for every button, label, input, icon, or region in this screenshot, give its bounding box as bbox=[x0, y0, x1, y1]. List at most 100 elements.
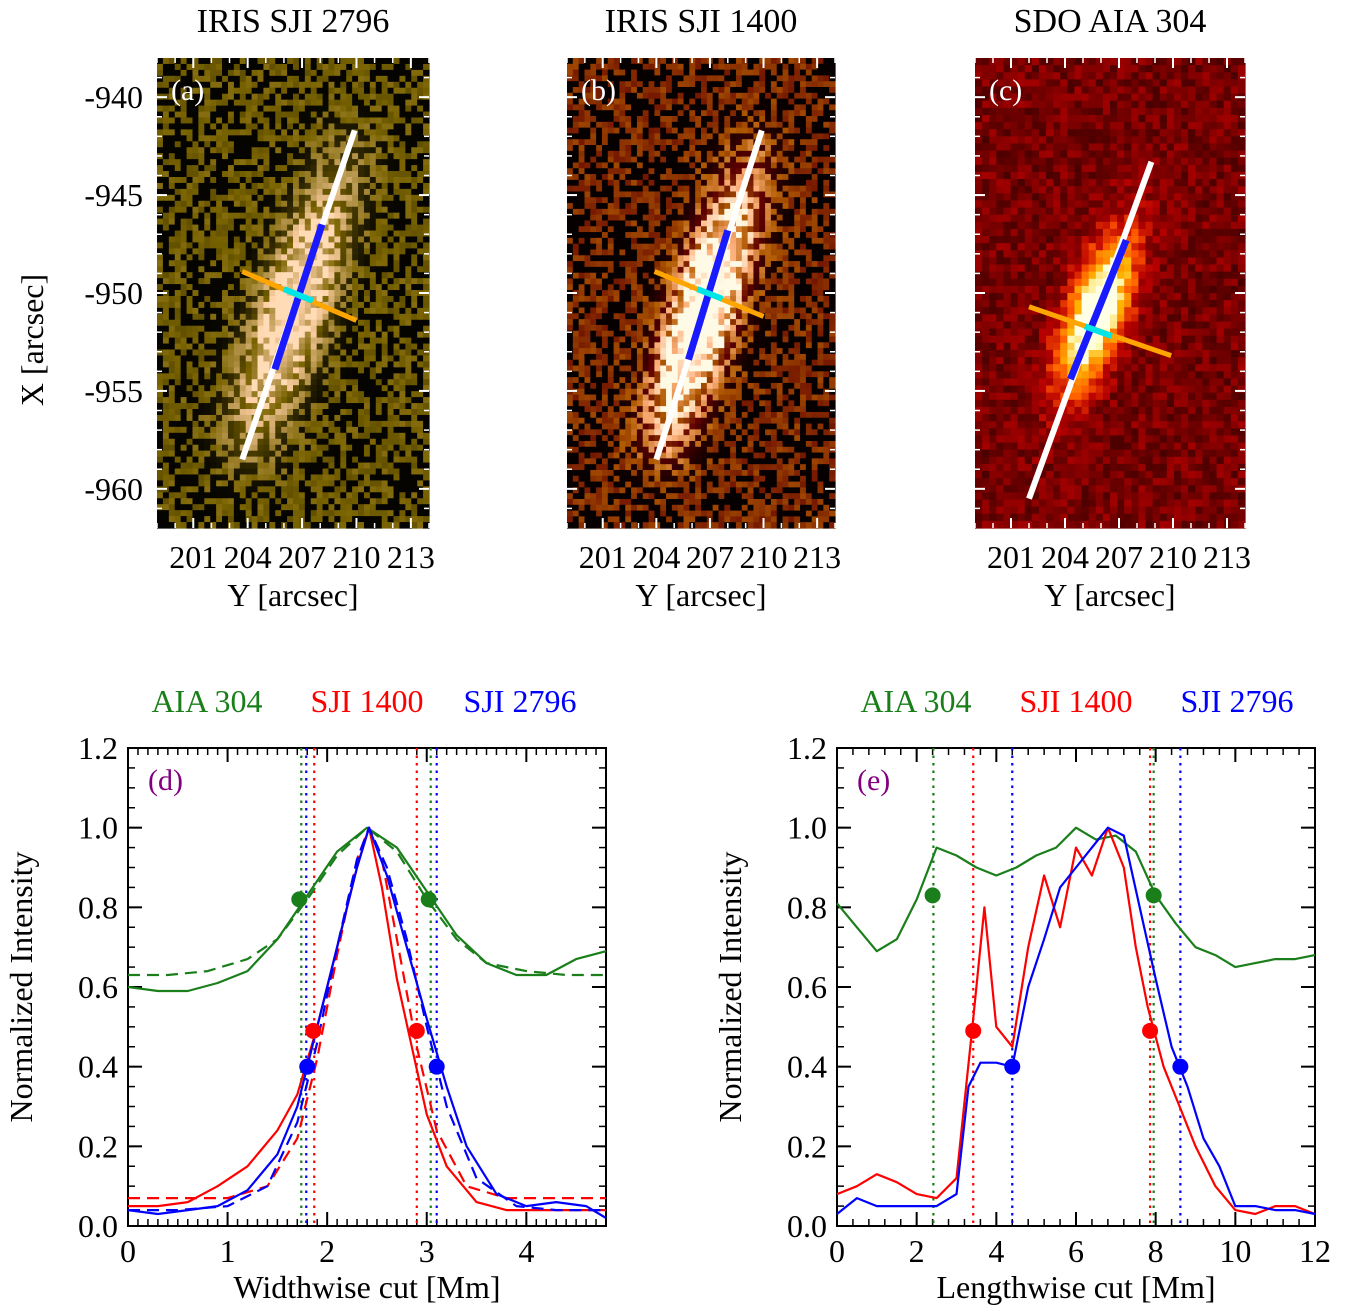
fwhm-lines bbox=[932, 748, 1182, 1226]
y-tick-label: 0.0 bbox=[787, 1208, 827, 1244]
x-axis-label: Y [arcsec] bbox=[227, 577, 358, 613]
series-line-sji-2796 bbox=[127, 826, 607, 1219]
legend-entry: AIA 304 bbox=[151, 683, 262, 719]
y-tick-label: -950 bbox=[84, 275, 143, 311]
series-line-sji-2796-fit bbox=[128, 826, 606, 1212]
x-tick-label: 201 bbox=[987, 539, 1035, 575]
solar-image bbox=[567, 58, 836, 529]
fwhm-marker bbox=[305, 1022, 322, 1039]
fwhm-marker bbox=[1145, 887, 1162, 904]
x-tick-label: 10 bbox=[1219, 1233, 1251, 1269]
x-tick-label: 0 bbox=[120, 1233, 136, 1269]
series-line-sji-2796 bbox=[836, 826, 1316, 1216]
fwhm-marker bbox=[924, 887, 941, 904]
series-line-sji-1400 bbox=[836, 826, 1316, 1216]
panel-title: SDO AIA 304 bbox=[1014, 3, 1207, 40]
y-tick-label: -955 bbox=[84, 373, 143, 409]
fwhm-marker bbox=[1142, 1022, 1159, 1039]
x-axis-label: Y [arcsec] bbox=[635, 577, 766, 613]
legend-entry: SJI 1400 bbox=[311, 683, 424, 719]
x-tick-label: 12 bbox=[1299, 1233, 1331, 1269]
series bbox=[836, 826, 1316, 1216]
legend-entry: SJI 1400 bbox=[1020, 683, 1133, 719]
axis-ticks bbox=[836, 747, 1316, 1227]
x-tick-label: 8 bbox=[1148, 1233, 1164, 1269]
y-tick-label: 0.6 bbox=[78, 969, 118, 1005]
fwhm-marker bbox=[299, 1058, 316, 1075]
solar-image bbox=[975, 58, 1246, 529]
solar-image bbox=[157, 58, 430, 529]
y-tick-label: 1.0 bbox=[78, 810, 118, 846]
panel-b: 201 204 207 210 213 IRIS SJI 1400 (b) Y [arcsec… bbox=[566, 3, 841, 613]
x-tick-label: 204 bbox=[1041, 539, 1089, 575]
fwhm-marker bbox=[1172, 1058, 1189, 1075]
y-tick-label: -945 bbox=[84, 177, 143, 213]
y-tick-label: 1.2 bbox=[787, 730, 827, 766]
series-line-sji-1400 bbox=[128, 826, 606, 1212]
x-tick-label: 0 bbox=[829, 1233, 845, 1269]
panel-d: 0 1 2 3 4 0.0 0.2 0.4 0.6 0.8 1.0 1.2 (d) AIA 304 SJI … bbox=[3, 683, 607, 1305]
y-tick-label: 0.2 bbox=[78, 1128, 118, 1164]
fwhm-markers bbox=[291, 891, 445, 1075]
y-tick-label: 0.2 bbox=[787, 1128, 827, 1164]
y-tick-label: 0.8 bbox=[78, 889, 118, 925]
image-ticks bbox=[566, 58, 836, 528]
y-tick-label: 1.0 bbox=[787, 810, 827, 846]
x-tick-label: 204 bbox=[632, 539, 680, 575]
x-tick-label: 204 bbox=[224, 539, 272, 575]
x-tick-label: 4 bbox=[988, 1233, 1004, 1269]
fwhm-marker bbox=[428, 1058, 445, 1075]
panel-title: IRIS SJI 1400 bbox=[605, 3, 798, 40]
widthwise-cut-core bbox=[282, 286, 315, 304]
panel-label: (b) bbox=[581, 74, 616, 107]
panel-label: (a) bbox=[171, 74, 204, 107]
series-line-sji-1400-fit bbox=[128, 826, 606, 1200]
panel-e: 0 2 4 6 8 10 12 0.0 0.2 0.4 0.6 0.8 1.0 1.2 (e) AIA 304… bbox=[712, 683, 1331, 1305]
y-tick-label: -960 bbox=[84, 471, 143, 507]
x-axis-label: Y [arcsec] bbox=[1044, 577, 1175, 613]
panel-label: (e) bbox=[857, 764, 890, 797]
x-tick-label: 4 bbox=[518, 1233, 534, 1269]
plot-frame bbox=[836, 747, 1316, 1227]
x-tick-label: 1 bbox=[220, 1233, 236, 1269]
fwhm-marker bbox=[420, 891, 437, 908]
panel-c: 201 204 207 210 213 SDO AIA 304 (c) Y [arcsec] bbox=[974, 3, 1251, 613]
fwhm-marker bbox=[1004, 1058, 1021, 1075]
x-tick-label: 213 bbox=[793, 539, 841, 575]
x-tick-label: 207 bbox=[278, 539, 326, 575]
x-tick-label: 207 bbox=[1095, 539, 1143, 575]
lengthwise-cut-core bbox=[1067, 238, 1130, 381]
x-tick-label: 3 bbox=[419, 1233, 435, 1269]
y-axis-label: Normalized Intensity bbox=[3, 851, 39, 1122]
panel-title: IRIS SJI 2796 bbox=[197, 3, 390, 40]
fwhm-marker bbox=[291, 891, 308, 908]
x-axis-label: Lengthwise cut [Mm] bbox=[936, 1269, 1215, 1305]
fwhm-marker bbox=[965, 1022, 982, 1039]
x-tick-label: 210 bbox=[1149, 539, 1197, 575]
axis-ticks bbox=[127, 747, 607, 1227]
image-ticks bbox=[156, 58, 430, 528]
image-ticks bbox=[974, 58, 1246, 528]
legend-entry: AIA 304 bbox=[860, 683, 971, 719]
legend-entry: SJI 2796 bbox=[1181, 683, 1294, 719]
x-tick-label: 201 bbox=[169, 539, 217, 575]
x-tick-label: 210 bbox=[332, 539, 380, 575]
panel-label: (d) bbox=[148, 764, 183, 797]
y-tick-label: 0.8 bbox=[787, 889, 827, 925]
x-tick-label: 2 bbox=[909, 1233, 925, 1269]
x-tick-label: 2 bbox=[319, 1233, 335, 1269]
series-line-aia-304 bbox=[836, 826, 1316, 969]
y-tick-label: 0.4 bbox=[787, 1049, 827, 1085]
y-tick-label: 0.0 bbox=[78, 1208, 118, 1244]
series-line-aia-304 bbox=[127, 826, 607, 993]
widthwise-cut-core bbox=[696, 286, 724, 302]
x-tick-label: 210 bbox=[740, 539, 788, 575]
y-axis-label: Normalized Intensity bbox=[712, 851, 748, 1122]
widthwise-cut-core bbox=[1083, 323, 1113, 339]
fwhm-marker bbox=[408, 1022, 425, 1039]
series bbox=[127, 826, 607, 1219]
x-tick-label: 201 bbox=[579, 539, 627, 575]
fwhm-lines bbox=[300, 748, 438, 1226]
x-axis-label: Widthwise cut [Mm] bbox=[233, 1269, 500, 1305]
